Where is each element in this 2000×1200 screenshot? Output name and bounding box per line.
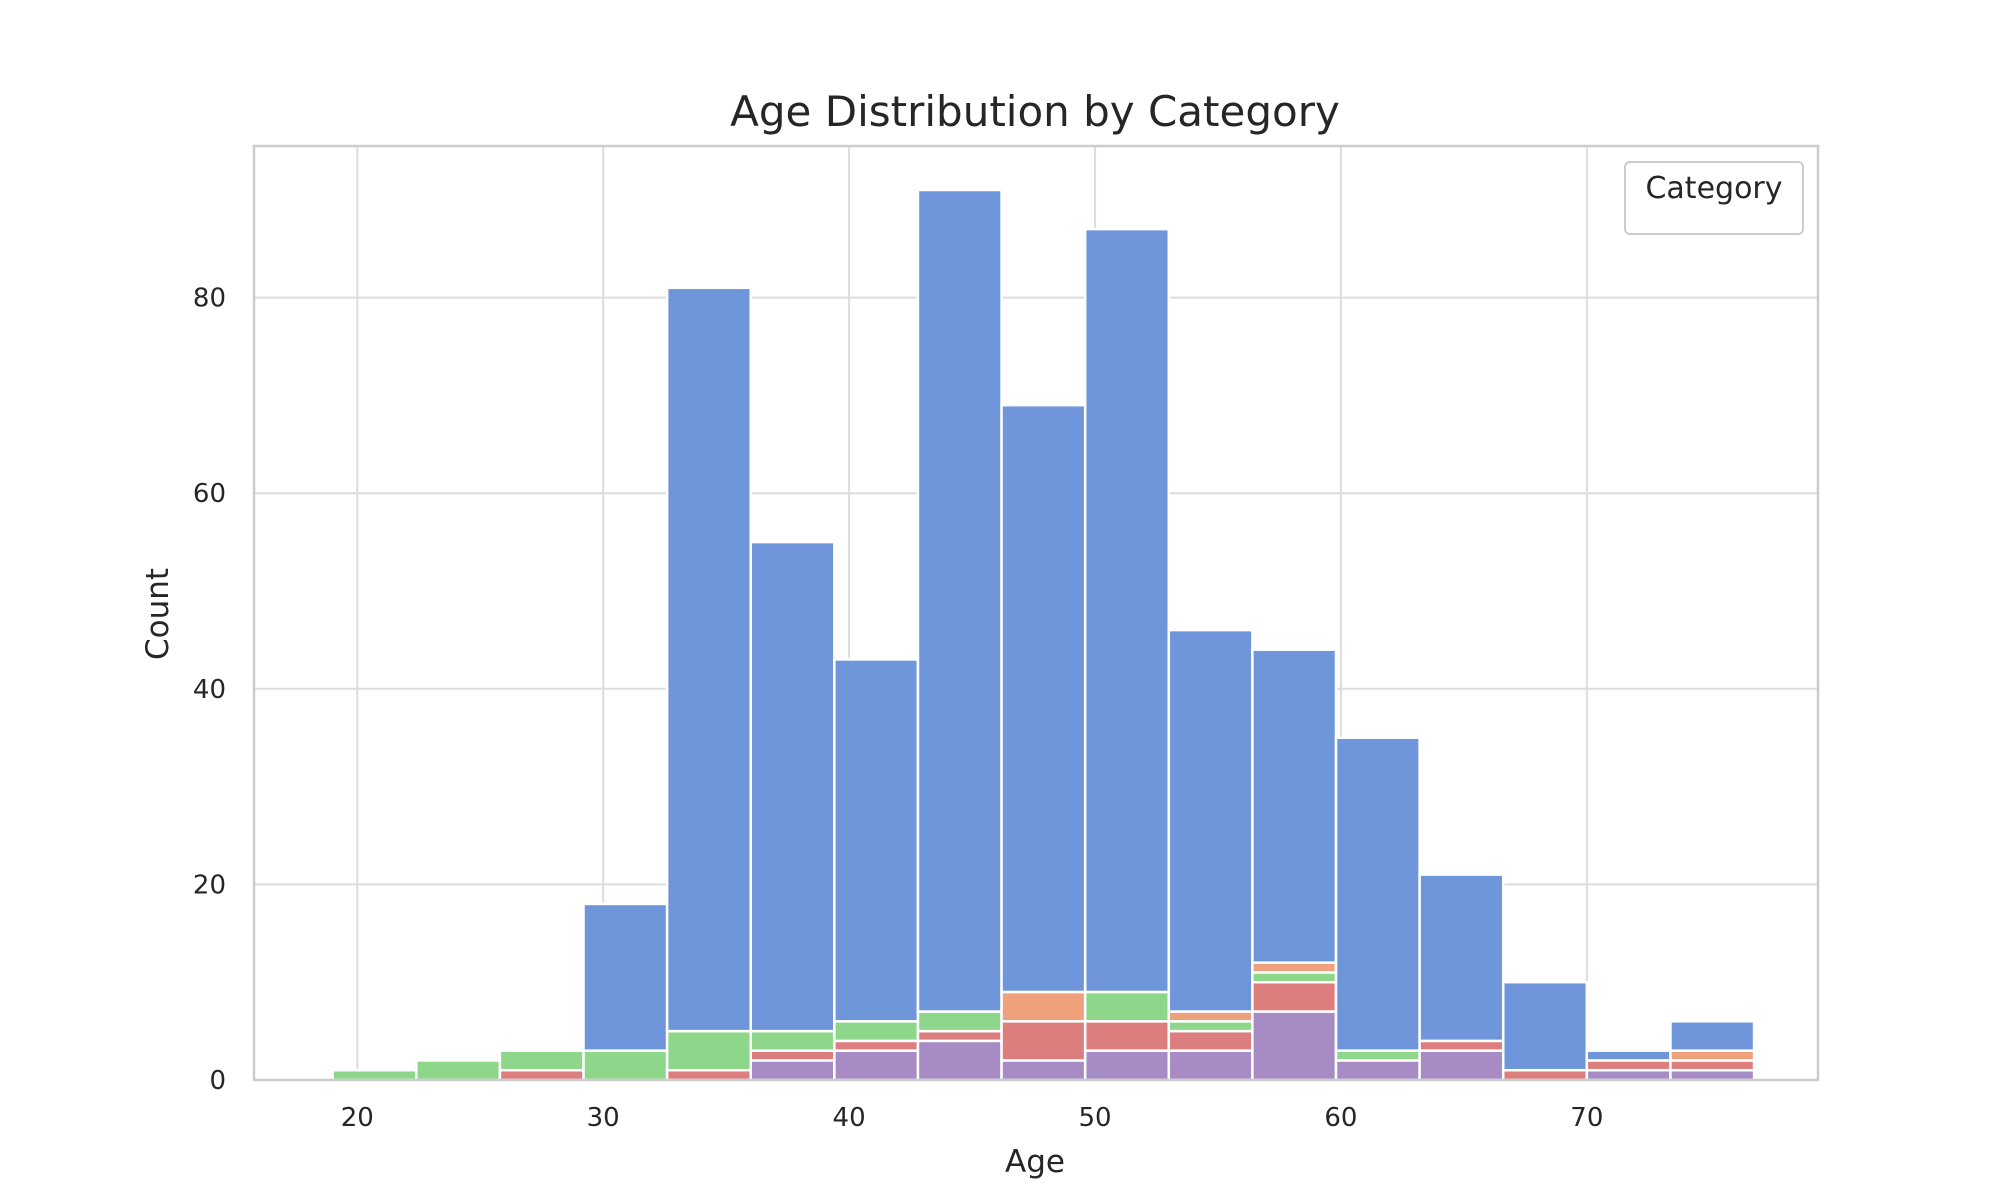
bar-segment — [916, 1039, 1003, 1082]
bar-segment — [1418, 873, 1505, 1043]
bar-segment — [582, 1049, 669, 1082]
bar-segment — [749, 1049, 836, 1062]
bar-segment — [1000, 990, 1087, 1023]
plot-frame — [252, 144, 1820, 1082]
bar-segment — [1334, 736, 1421, 1052]
bar-segment — [1083, 990, 1171, 1023]
y-tick-label: 40 — [193, 675, 226, 705]
bar-segment — [1167, 628, 1254, 1013]
bar-segment — [916, 1029, 1003, 1043]
bar-segment — [1669, 1049, 1756, 1062]
bar-segment — [1083, 1049, 1171, 1082]
x-tick-label: 60 — [1324, 1103, 1357, 1133]
bar-segment — [1000, 403, 1087, 994]
bar-segment — [1418, 1049, 1505, 1082]
x-tick-label: 70 — [1570, 1103, 1603, 1133]
bar-segment — [415, 1059, 502, 1082]
bar-segment — [1585, 1049, 1672, 1062]
bar-segment — [331, 1068, 418, 1082]
y-axis-label: Count — [140, 568, 176, 660]
bar-segment — [1167, 1049, 1254, 1082]
bar-segment — [1000, 1059, 1087, 1082]
bar-segment — [1669, 1020, 1756, 1052]
bar-segment — [1251, 961, 1338, 974]
bar-segment — [1501, 980, 1589, 1072]
x-axis-label: Age — [1005, 1144, 1065, 1180]
bar-segment — [916, 1010, 1003, 1033]
bar-segment — [916, 188, 1003, 1013]
bar-segment — [665, 1029, 752, 1072]
y-tick-label: 80 — [193, 284, 226, 314]
bar-segment — [749, 540, 836, 1033]
y-tick-label: 0 — [209, 1066, 226, 1096]
bar-segment — [1418, 1039, 1505, 1052]
bar-segment — [1167, 1029, 1254, 1052]
bar-segment — [749, 1029, 836, 1052]
bar-segment — [1083, 227, 1171, 994]
bar-segment — [1585, 1068, 1672, 1082]
bar-segment — [1334, 1049, 1421, 1062]
y-tick-label: 20 — [193, 870, 226, 900]
legend-title: Category — [1645, 171, 1782, 206]
bar-segment — [1669, 1068, 1756, 1082]
bar-segment — [665, 286, 752, 1033]
chart-title: Age Distribution by Category — [730, 87, 1340, 136]
bar-segment — [582, 902, 669, 1052]
legend-box — [1624, 161, 1804, 235]
bar-segment — [498, 1049, 585, 1072]
legend: Category — [1624, 161, 1804, 235]
bar-segment — [833, 1049, 920, 1082]
bar-segment — [665, 1068, 752, 1082]
bar-segment — [1000, 1020, 1087, 1062]
bars — [331, 188, 1756, 1082]
bar-segment — [833, 1039, 920, 1052]
bar-segment — [1669, 1059, 1756, 1072]
bar-segment — [833, 658, 920, 1023]
bar-segment — [1334, 1059, 1421, 1082]
bar-segment — [1251, 971, 1338, 984]
bar-segment — [498, 1068, 585, 1082]
x-tick-label: 20 — [341, 1103, 374, 1133]
bar-segment — [749, 1059, 836, 1082]
bar-segment — [1083, 1020, 1171, 1052]
bar-segment — [1167, 1010, 1254, 1023]
y-tick-label: 60 — [193, 479, 226, 509]
bar-segment — [833, 1020, 920, 1043]
x-tick-label: 50 — [1078, 1103, 1111, 1133]
x-tick-label: 40 — [833, 1103, 866, 1133]
x-tick-label: 30 — [587, 1103, 620, 1133]
bar-segment — [1251, 980, 1338, 1013]
bar-segment — [1251, 648, 1338, 964]
bar-segment — [1501, 1068, 1589, 1082]
bar-segment — [1251, 1010, 1338, 1082]
bar-segment — [1585, 1059, 1672, 1072]
bar-segment — [1167, 1020, 1254, 1033]
ticks: 20 30 40 50 60 70 0 20 40 60 80 — [193, 284, 1603, 1133]
